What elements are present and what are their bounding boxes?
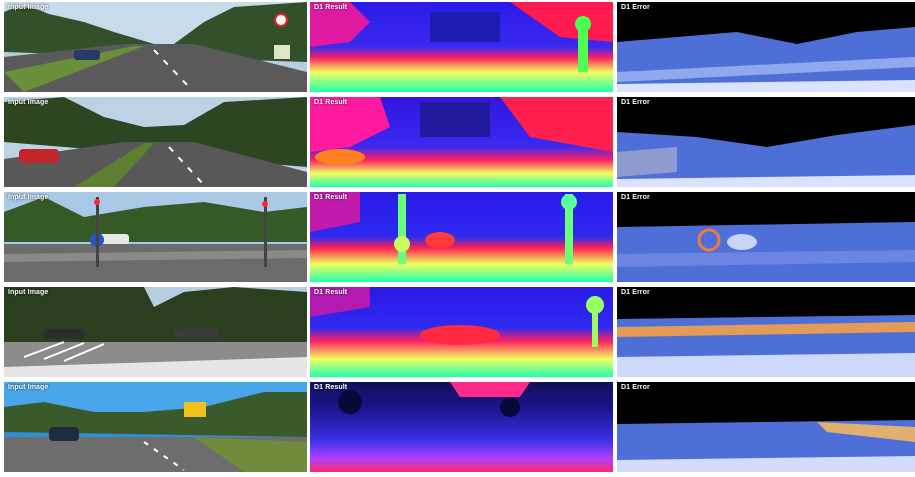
input-image-panel: Input Image [4,287,307,377]
row-5: Input Image D1 Result [0,382,915,472]
error-map-panel: D1 Error [617,2,915,92]
input-photo-street [4,97,307,187]
panel-label: D1 Result [314,384,348,391]
error-map [617,192,915,282]
panel-label: Input Image [8,194,49,201]
disparity-result-panel: D1 Result [310,192,613,282]
panel-label: D1 Error [621,194,650,201]
input-image-panel: Input Image [4,192,307,282]
panel-label: D1 Error [621,99,650,106]
panel-label: D1 Result [314,289,348,296]
panel-label: D1 Error [621,289,650,296]
panel-label: Input Image [8,289,49,296]
panel-label: D1 Error [621,384,650,391]
disparity-map [310,287,613,377]
input-image-panel: Input Image [4,382,307,472]
disparity-map [310,97,613,187]
row-4: Input Image D1 Resul [0,287,915,377]
row-2: Input Image D1 Resul [0,97,915,187]
error-map [617,382,915,472]
panel-label: D1 Error [621,4,650,11]
error-map [617,287,915,377]
disparity-map [310,192,613,282]
panel-label: D1 Result [314,99,348,106]
input-image-panel: Input Image [4,2,307,92]
error-map-panel: D1 Error [617,192,915,282]
error-map [617,2,915,92]
disparity-result-panel: D1 Result [310,382,613,472]
disparity-result-panel: D1 Result [310,97,613,187]
panel-label: Input Image [8,4,49,11]
disparity-result-panel: D1 Result [310,287,613,377]
error-map-panel: D1 Error [617,382,915,472]
input-image-panel: Input Image [4,97,307,187]
panel-label: Input Image [8,384,49,391]
disparity-map [310,382,613,472]
error-map-panel: D1 Error [617,97,915,187]
input-photo-road [4,382,307,472]
panel-label: D1 Result [314,4,348,11]
disparity-map [310,2,613,92]
input-photo-crossing [4,287,307,377]
row-3: Input Image [0,192,915,282]
input-photo-street [4,2,307,92]
panel-label: Input Image [8,99,49,106]
row-1: Input Image [0,2,915,92]
panel-label: D1 Result [314,194,348,201]
disparity-result-panel: D1 Result [310,2,613,92]
error-map-panel: D1 Error [617,287,915,377]
error-map [617,97,915,187]
input-photo-intersection [4,192,307,282]
